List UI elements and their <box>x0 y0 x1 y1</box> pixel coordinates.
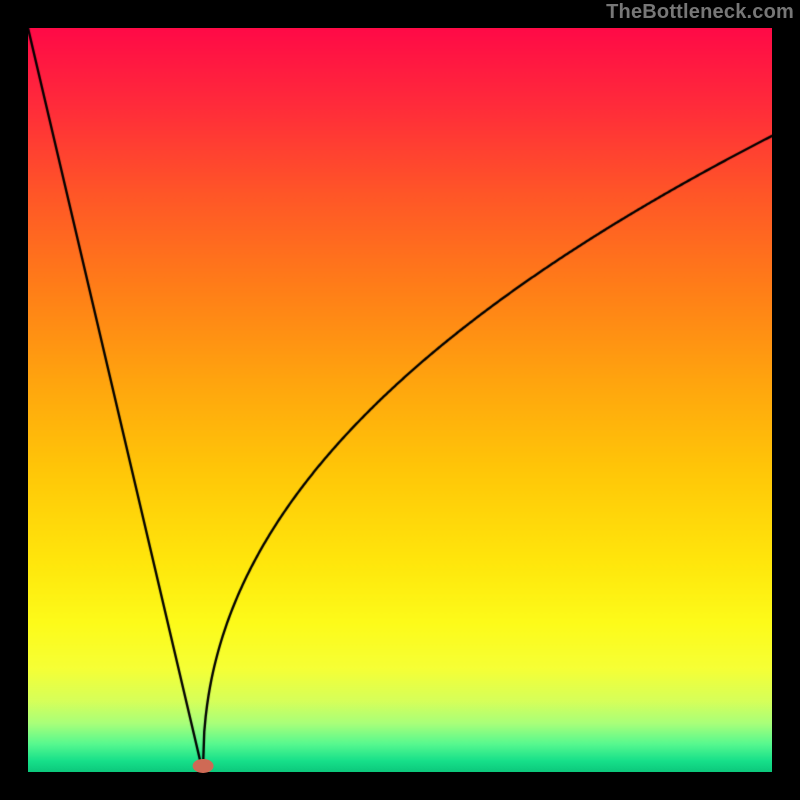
minimum-marker <box>192 759 213 773</box>
bottleneck-curve <box>28 28 772 772</box>
source-watermark: TheBottleneck.com <box>606 1 794 24</box>
chart-stage: TheBottleneck.com <box>0 0 800 800</box>
